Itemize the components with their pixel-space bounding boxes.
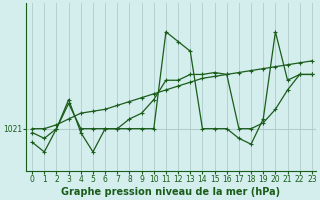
X-axis label: Graphe pression niveau de la mer (hPa): Graphe pression niveau de la mer (hPa) <box>61 187 280 197</box>
